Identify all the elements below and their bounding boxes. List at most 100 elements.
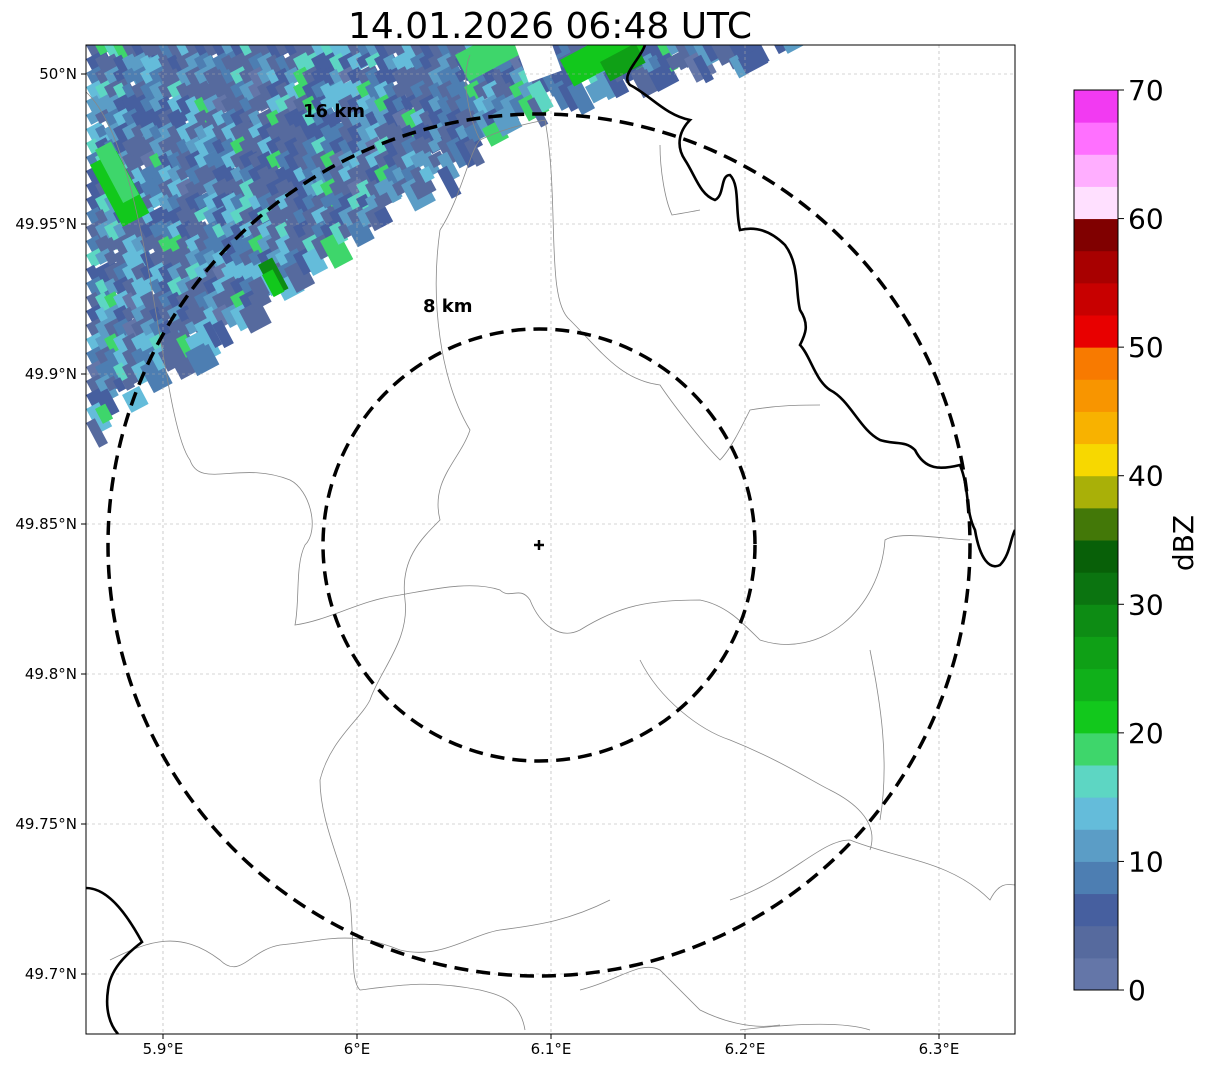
admin-boundary-south [659,144,871,1031]
colorbar: 0 10 20 30 40 50 60 70 dBZ [1073,74,1200,1007]
echo-cell [729,54,748,79]
echo-cell [103,362,120,380]
echo-cell [104,375,120,392]
colorbar-label: dBZ [1167,515,1200,571]
colorbar-tick-label: 60 [1128,203,1164,236]
colorbar-segment [1074,379,1118,412]
echo-cell [464,138,486,167]
echo-cell [167,125,181,141]
colorbar-segment [1074,154,1118,187]
echo-cell [221,68,236,86]
echo-core [94,141,140,203]
echo-cell [437,165,462,199]
echo-cell [194,109,210,125]
echo-cell [329,96,344,113]
echo-cell [175,235,191,250]
map-panel: 16 km 8 km 5.9°E 6°E 6.1°E 6.2°E 6.3°E 50°N 4… [15,44,1016,1058]
echo-cell [738,47,769,75]
y-tick-label: 49.95°N [15,215,77,233]
colorbar-tick-label: 20 [1128,717,1164,750]
echo-cell [140,357,173,394]
echo-cell [329,221,349,245]
echo-cell [419,165,435,183]
echo-cell [131,124,146,140]
colorbar-segment [1074,957,1118,991]
range-ring-label-8km: 8 km [423,296,473,317]
colorbar-segment [1074,347,1118,380]
echo-cell [113,377,127,393]
echo-cell [783,45,810,54]
echo-cell [383,109,399,126]
echo-cell [86,193,104,214]
range-ring-16km [106,112,972,978]
echo-cell [338,110,355,131]
echo-cell [693,54,714,84]
echo-cell [437,151,460,182]
echo-core [455,45,523,82]
range-ring-8km [321,327,757,763]
colorbar-segment [1074,282,1118,316]
colorbar-segment [1074,925,1118,959]
echo-cell [383,68,396,83]
colorbar-segment [1074,122,1118,155]
echo-cell [567,80,596,116]
echo-cell [247,288,272,311]
echo-cell [257,94,275,111]
echo-cell [94,374,119,402]
echo-cell [392,96,407,112]
echo-cell [711,45,732,66]
echo-cell [427,136,446,153]
echo-cell [320,231,354,269]
echo-cell [311,45,331,56]
colorbar-segment [1074,218,1118,252]
echo-cell [95,45,111,56]
colorbar-tick-label: 30 [1128,588,1164,621]
echo-cell [167,151,187,173]
echo-cell [94,278,109,294]
colorbar-tick-label: 50 [1128,331,1164,364]
echo-cell [121,306,136,322]
echo-cell [383,81,399,99]
colorbar-segment [1074,829,1118,862]
echo-cell [203,321,223,349]
figure-title: 14.01.2026 06:48 UTC [348,6,752,47]
echo-cell [112,362,130,382]
y-tick-label: 49.9°N [25,365,77,383]
colorbar-tick-label: 40 [1128,460,1164,493]
x-tick-label: 6.2°E [725,1040,766,1058]
colorbar-segment [1074,315,1118,348]
echo-cell [383,53,399,72]
echo-cell [95,388,120,418]
admin-boundary-north [86,91,971,645]
colorbar-tick-label: 70 [1128,74,1164,107]
echo-cell [112,54,131,76]
echo-cell [410,175,437,200]
echo-cell [185,341,220,377]
echo-cell [526,80,554,114]
colorbar-segment [1074,507,1118,541]
colorbar-segment [1074,540,1118,573]
range-ring-label-16km: 16 km [303,101,365,122]
echo-cell [302,179,320,199]
colorbar-segment [1074,572,1118,605]
x-tick-label: 6.3°E [919,1040,960,1058]
echo-cell [94,403,114,424]
colorbar-segment [1074,186,1118,220]
y-tick-label: 49.7°N [25,965,77,983]
echo-cell [284,259,316,294]
echo-cell [346,217,375,248]
echo-cell [103,236,118,253]
colorbar-segment [1074,636,1118,670]
echo-cell [419,151,441,177]
echo-cell [122,376,136,391]
x-tick-label: 6°E [344,1040,371,1058]
echo-cell [113,69,125,82]
echo-cell [184,321,198,335]
echo-cell [383,180,402,204]
colorbar-segment [1074,732,1118,766]
y-axis-ticks: 50°N 49.95°N 49.9°N 49.85°N 49.8°N 49.75°N 49.… [15,65,86,983]
echo-cell [176,163,195,181]
echo-cell [95,108,112,125]
echo-cell [176,107,195,125]
colorbar-segment [1074,475,1118,509]
